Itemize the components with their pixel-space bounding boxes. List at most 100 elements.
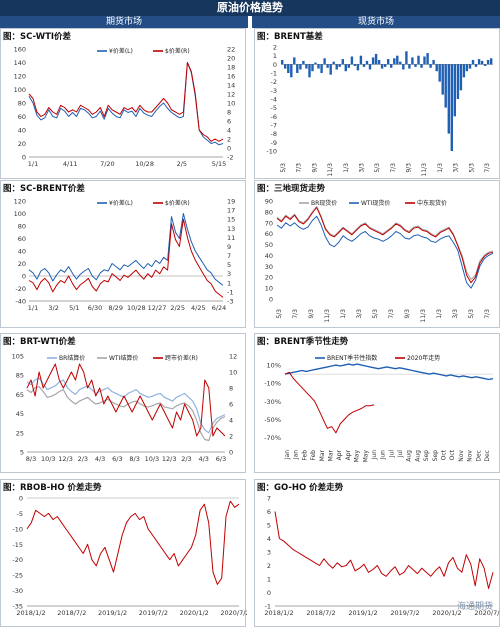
basis-bar: [423, 56, 426, 65]
basis-bar: [362, 64, 366, 67]
basis-bar: [471, 60, 475, 65]
y-tick-label: 1: [227, 279, 231, 287]
basis-bar: [308, 64, 311, 78]
basis-bar: [483, 64, 487, 66]
y-tick-label: -1: [227, 288, 233, 296]
x-tick-label: 11/3: [327, 163, 334, 177]
legend-label: WTI结算价: [109, 354, 138, 362]
x-tick-label: 5/3: [468, 163, 475, 173]
x-tick-label: 5/15: [212, 160, 227, 168]
sc-brent-chart: -40-20020406080100120-3-1135791113151719…: [14, 198, 236, 313]
y-tick-label: 20: [18, 140, 26, 148]
y-tick-label: 120: [14, 73, 26, 81]
x-tick-label: 12/3: [58, 455, 73, 463]
y-tick-label: -10%: [264, 380, 281, 388]
y-tick-label: 140: [14, 59, 26, 67]
y-tick-label: 25: [16, 429, 24, 437]
basis-bar: [341, 59, 344, 65]
basis-bar: [393, 58, 396, 65]
x-tick-label: May: [362, 450, 369, 463]
x-tick-label: 2020/1/2: [180, 609, 209, 617]
y-tick-label: 45: [16, 410, 24, 418]
y-tick-label: 20: [227, 55, 235, 63]
basis-bar: [384, 64, 387, 67]
y-tick-label: 6: [229, 401, 233, 409]
y-tick-label: -50%: [264, 416, 281, 424]
y-tick-label: 80: [18, 100, 26, 108]
basis-bar: [374, 53, 378, 65]
x-tick-label: 3/3: [452, 309, 459, 319]
basis-bar: [305, 64, 308, 69]
basis-bar: [459, 64, 463, 91]
basis-bar: [368, 64, 372, 70]
x-tick-label: Jun: [380, 450, 387, 461]
x-tick-label: 12/3: [162, 455, 177, 463]
x-tick-label: 7/3: [388, 309, 395, 319]
basis-bar: [396, 55, 399, 65]
y-tick-label: 15: [227, 216, 235, 224]
y-tick-label: 12: [227, 91, 235, 99]
x-tick-label: 1/3: [437, 163, 444, 173]
y-tick-label: 10: [229, 369, 237, 377]
legend-label: 2020年走势: [407, 354, 440, 362]
y-tick-label: -2: [271, 78, 277, 86]
y-tick-label: 60: [265, 230, 273, 238]
y-tick-label: -10: [12, 525, 23, 533]
y-tick-label: 80: [265, 208, 273, 216]
basis-bar: [326, 64, 329, 68]
basis-bar: [371, 57, 375, 65]
x-tick-label: Aug: [406, 450, 413, 462]
y-tick-label: 13: [227, 225, 235, 233]
x-tick-label: Sep: [432, 450, 439, 462]
panel-brent-basis: 图：BRENT基差 2 1 0 -1 -2 -3 -4 -5 -6 -7 -8 -9 -10 5/3 7/3…: [254, 28, 500, 179]
x-tick-label: 1/3: [343, 163, 350, 173]
legend-label: ¥价差(L): [109, 199, 133, 207]
y-tick-label: 16: [227, 73, 235, 81]
y-tick-label: 6: [267, 508, 271, 516]
legend-label: $价差(R): [165, 47, 190, 55]
y-tick-label: -3: [227, 298, 233, 306]
y-tick-label: 20: [18, 260, 26, 268]
basis-bar: [486, 60, 490, 65]
y-tick-label: 60: [18, 113, 26, 121]
y-tick-label: -1: [271, 70, 277, 78]
panel-brt-wti: 图：BRT-WTI价差 5 25 45 65 85 105 0 2 4 6 8 10 12 8/3 10/3…: [0, 333, 246, 473]
basis-bar: [356, 64, 360, 71]
basis-bar: [417, 55, 420, 65]
y-tick-label: -70%: [264, 434, 281, 442]
basis-bar: [420, 64, 423, 68]
panel-go-ho: 图：GO-HO 价差走势 -1 0 1 2 3 4 5 6 7 2018/1/2 2018/7/2 2…: [254, 479, 500, 627]
y-tick-label: 1: [267, 576, 271, 584]
x-tick-label: 2018/1/2: [16, 609, 45, 617]
chart-title: 图：SC-BRENT价差: [3, 184, 85, 194]
basis-bar: [414, 64, 417, 67]
x-tick-label: 2020/7/2: [220, 609, 247, 617]
series-line-rbob-ho: [26, 500, 240, 585]
futures-section-header: 期货市场: [0, 16, 248, 28]
y-tick-label: 2: [229, 433, 233, 441]
series-line-usd: [28, 218, 224, 298]
x-tick-label: 6/3: [112, 455, 122, 463]
basis-bar: [429, 64, 432, 68]
basis-bar: [435, 64, 438, 72]
panel-sc-brent: 图：SC-BRENT价差 -40 -20 0 20 40 60 80 100 120 -3 -1 1 3…: [0, 180, 246, 328]
x-tick-label: 7/3: [390, 163, 397, 173]
x-tick-label: 4/11: [63, 160, 78, 168]
basis-bar: [444, 64, 447, 108]
y-tick-label: 9: [227, 243, 231, 251]
x-tick-label: 10/28: [135, 160, 154, 168]
y-tick-label: 2: [267, 562, 271, 570]
panel-brent-seasonal: 图：BRENT季节性走势 10% -10% -30% -50% -70% BRENT季节性…: [254, 333, 500, 473]
report-title: 原油价格趋势: [0, 0, 500, 16]
basis-bar: [347, 64, 350, 68]
y-tick-label: -1: [265, 603, 271, 611]
x-tick-label: Aug: [414, 450, 421, 462]
three-spot-chart: 0 10 20 30 40 50 60 70 80 90 BR现货价 WTI现货价 中东现货价 5/3 7/…: [265, 198, 494, 322]
basis-bar: [290, 64, 293, 78]
y-tick-label: -15: [12, 541, 23, 549]
basis-bar: [480, 60, 484, 65]
y-tick-label: -30%: [264, 398, 281, 406]
